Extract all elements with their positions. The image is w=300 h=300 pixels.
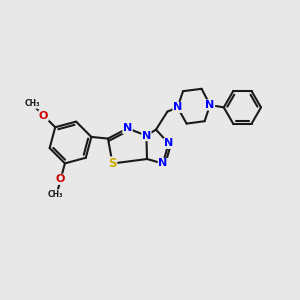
Text: O: O: [56, 174, 65, 184]
Text: S: S: [108, 157, 117, 170]
Text: N: N: [142, 130, 151, 141]
Text: O: O: [39, 111, 48, 121]
Text: N: N: [123, 123, 132, 134]
Text: N: N: [206, 100, 214, 110]
Text: N: N: [173, 102, 182, 112]
Text: CH₃: CH₃: [48, 190, 63, 199]
Text: N: N: [158, 158, 167, 169]
Text: CH₃: CH₃: [24, 99, 40, 108]
Text: N: N: [164, 138, 173, 148]
